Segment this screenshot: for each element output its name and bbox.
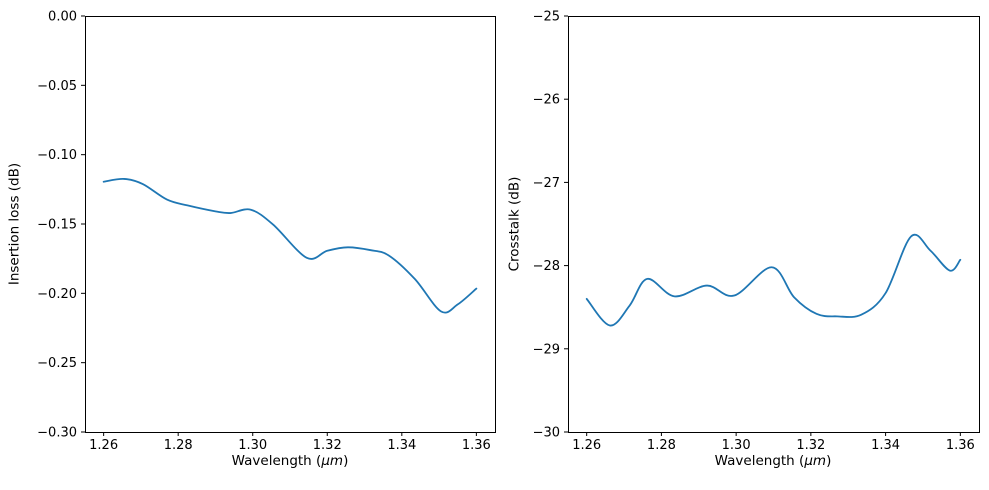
- insertion-loss-axes: 1.26 1.28 1.30 1.32 1.34 1.36 0.00 −0.05 −0.10 −0…: [37, 10, 496, 453]
- x-axis-label-text: Wavelength (: [231, 453, 322, 469]
- y-tick-label: −0.10: [37, 148, 77, 163]
- x-tick-label: 1.28: [164, 438, 193, 453]
- y-tick-label: −0.20: [37, 287, 77, 302]
- y-axis-label-crosstalk: Crosstalk (dB): [506, 176, 523, 272]
- y-tick-label: −27: [533, 176, 560, 191]
- x-axis-label-close: ): [826, 453, 832, 469]
- crosstalk-curve: [585, 233, 962, 327]
- x-tick-label: 1.26: [89, 438, 118, 453]
- x-tick-label: 1.30: [722, 438, 751, 453]
- y-tick-label: −30: [533, 426, 560, 441]
- y-tick-label: −28: [533, 259, 560, 274]
- x-axis-label-unit: μm: [321, 453, 344, 469]
- y-tick-label: −25: [533, 10, 560, 25]
- x-tick-label: 1.30: [238, 438, 267, 453]
- y-tick-label: −26: [533, 93, 560, 108]
- x-tick-label: 1.32: [796, 438, 825, 453]
- insertion-loss-plot-area: [85, 16, 496, 433]
- crosstalk-plot-area: [568, 16, 980, 433]
- x-axis-label-unit: μm: [804, 453, 827, 469]
- x-tick-label: 1.34: [387, 438, 416, 453]
- crosstalk-axes: 1.26 1.28 1.30 1.32 1.34 1.36 −25 −26 −27 −28 −29 −…: [533, 10, 980, 453]
- y-tick-label: −0.15: [37, 218, 77, 233]
- x-tick-label: 1.26: [572, 438, 601, 453]
- x-axis-label-close: ): [343, 453, 349, 469]
- y-tick-label: −0.25: [37, 356, 77, 371]
- x-axis-label-insertion-loss: Wavelength (μm): [231, 453, 349, 469]
- insertion-loss-curve: [102, 178, 478, 314]
- y-axis-label-text: Insertion loss (dB): [6, 162, 23, 286]
- y-axis-label-insertion-loss: Insertion loss (dB): [6, 162, 23, 286]
- x-tick-label: 1.32: [313, 438, 342, 453]
- y-tick-label: −0.05: [37, 79, 77, 94]
- x-tick-label: 1.36: [946, 438, 975, 453]
- y-tick-label: −0.30: [37, 426, 77, 441]
- y-tick-label: −29: [533, 342, 560, 357]
- x-tick-label: 1.36: [462, 438, 491, 453]
- y-axis-label-text: Crosstalk (dB): [506, 176, 523, 272]
- y-tick-label: 0.00: [48, 10, 77, 25]
- x-tick-label: 1.28: [647, 438, 676, 453]
- x-axis-label-crosstalk: Wavelength (μm): [714, 453, 832, 469]
- x-axis-label-text: Wavelength (: [714, 453, 805, 469]
- x-tick-label: 1.34: [871, 438, 900, 453]
